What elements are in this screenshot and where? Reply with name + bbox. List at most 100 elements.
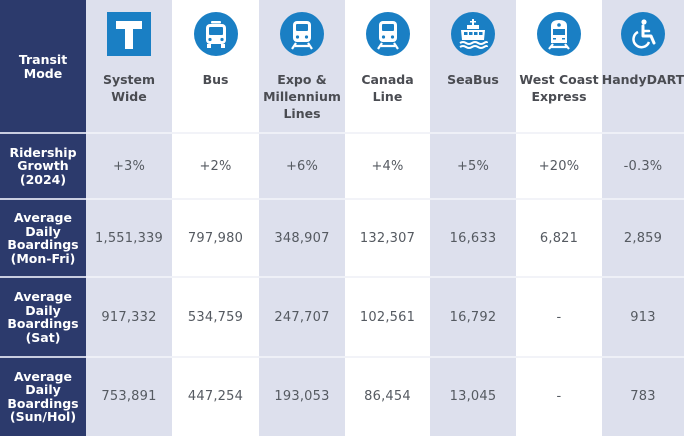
cell-value: 447,254 [187, 389, 244, 404]
table-cell: 86,454 [345, 357, 430, 436]
mode-header: SeaBus [430, 0, 516, 133]
mode-name-line: Millennium [263, 89, 341, 104]
cell-value: 13,045 [449, 389, 497, 404]
row-label-text: Average Daily Boardings (Sat) [3, 290, 82, 344]
skytrain-icon [280, 12, 324, 56]
table-cell: 447,254 [172, 357, 259, 436]
cell-value: 348,907 [274, 230, 330, 246]
cell-value: 16,792 [449, 309, 497, 325]
row-label-line: (Mon-Fri) [10, 250, 76, 266]
cell-value: - [556, 389, 562, 404]
row-label: Average Daily Boardings (Sun/Hol) [0, 357, 86, 436]
mode-column: Bus +2% 797,980 534,759 447,254 [172, 0, 259, 436]
cell-value: 917,332 [101, 309, 157, 325]
row-divider [259, 276, 345, 278]
row-label-line: Boardings [7, 395, 79, 411]
table-cell: +5% [430, 133, 516, 199]
cell-value: +5% [456, 158, 490, 174]
table-cell: +4% [345, 133, 430, 199]
cell-value: +3% [112, 158, 146, 174]
row-divider [86, 356, 172, 358]
row-divider [0, 198, 86, 200]
table-cell: 913 [602, 277, 684, 357]
table-cell: +3% [86, 133, 172, 199]
row-divider [430, 198, 516, 200]
row-divider [345, 356, 430, 358]
row-label-line: Boardings [7, 237, 79, 252]
table-cell: 132,307 [345, 199, 430, 277]
row-divider [602, 132, 684, 134]
row-label-line: Average [14, 210, 72, 225]
row-label-column: Transit Mode Ridership Growth (2024) Average… [0, 0, 86, 436]
wheelchair-icon [621, 12, 665, 56]
row-divider [516, 198, 602, 200]
cell-value: -0.3% [623, 158, 663, 174]
row-label-line: (Sun/Hol) [9, 409, 77, 424]
cell-value: 797,980 [187, 230, 244, 246]
row-divider [602, 276, 684, 278]
row-divider [430, 356, 516, 358]
cell-value: 102,561 [359, 309, 416, 325]
row-divider [172, 356, 259, 358]
mode-name-line: HandyDART [601, 72, 684, 87]
cell-value: - [556, 309, 562, 325]
row-divider [602, 356, 684, 358]
table-cell: - [516, 277, 602, 357]
table-cell: 6,821 [516, 199, 602, 277]
row-divider [345, 198, 430, 200]
row-label-text: Average Daily Boardings (Mon-Fri) [3, 211, 82, 265]
table-cell: +6% [259, 133, 345, 199]
cell-value: 16,633 [449, 230, 497, 246]
mode-name-line: SeaBus [447, 72, 499, 87]
mode-column: Canada Line +4% 132,307 102,561 86,454 [345, 0, 430, 436]
table-cell: 797,980 [172, 199, 259, 277]
mode-header: Bus [172, 0, 259, 133]
row-divider [516, 132, 602, 134]
row-divider [86, 198, 172, 200]
cell-value: 86,454 [364, 389, 411, 404]
table-cell: 247,707 [259, 277, 345, 357]
mode-header: West Coast Express [516, 0, 602, 133]
table-cell: 917,332 [86, 277, 172, 357]
table-cell: -0.3% [602, 133, 684, 199]
bus-icon [193, 12, 238, 56]
skytrain-icon [365, 12, 410, 56]
cell-value: 193,053 [274, 389, 330, 404]
table-cell: 534,759 [172, 277, 259, 357]
row-divider [172, 132, 259, 134]
row-divider [259, 132, 345, 134]
mode-column: West Coast Express +20% 6,821 - - [516, 0, 602, 436]
table-cell: 348,907 [259, 199, 345, 277]
table-cell: 102,561 [345, 277, 430, 357]
row-label: Average Daily Boardings (Mon-Fri) [0, 199, 86, 277]
row-label-line: (Sat) [25, 329, 61, 345]
table-cell: +20% [516, 133, 602, 199]
cell-value: 753,891 [101, 389, 157, 404]
table-cell: 753,891 [86, 357, 172, 436]
row-label-text: Average Daily Boardings (Sun/Hol) [3, 369, 82, 424]
row-divider [259, 356, 345, 358]
row-label-line: (2024) [19, 171, 67, 187]
row-label-line: Daily [25, 302, 61, 318]
mode-column: HandyDART -0.3% 2,859 913 783 [602, 0, 684, 436]
table-cell: 1,551,339 [86, 199, 172, 277]
mode-header: Expo & Millennium Lines [259, 0, 345, 133]
row-label: Ridership Growth (2024) [0, 133, 86, 199]
mode-header: Canada Line [345, 0, 430, 133]
mode-name-line: Line [372, 89, 403, 104]
row-label-line: Growth [17, 158, 69, 174]
row-divider [430, 132, 516, 134]
table-cell: +2% [172, 133, 259, 199]
table-cell: 193,053 [259, 357, 345, 436]
mode-column: SeaBus +5% 16,633 16,792 13,045 [430, 0, 516, 436]
table-cell: 16,633 [430, 199, 516, 277]
mode-column: System Wide +3% 1,551,339 917,332 753,891 [86, 0, 172, 436]
mode-name-line: West Coast [519, 72, 599, 87]
row-label-line: Daily [25, 223, 61, 239]
cell-value: 1,551,339 [95, 230, 163, 246]
row-divider [259, 198, 345, 200]
transit-t-logo-icon [107, 12, 151, 56]
row-label: Average Daily Boardings (Sat) [0, 277, 86, 357]
cell-value: 6,821 [539, 230, 579, 246]
mode-name-line: Lines [283, 106, 321, 121]
